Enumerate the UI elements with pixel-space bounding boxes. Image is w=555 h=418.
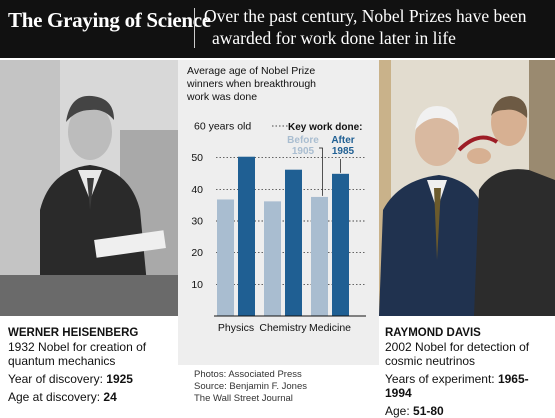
heisenberg-year: Year of discovery: 1925 [8, 372, 178, 386]
bar-medicine-after [332, 173, 349, 316]
bar-physics-before [217, 199, 234, 316]
heisenberg-caption: WERNER HEISENBERG 1932 Nobel for creatio… [8, 326, 178, 404]
source-credit: Source: Benjamin F. Jones [194, 381, 308, 392]
x-tick-label: Physics [218, 322, 254, 334]
heisenberg-photo [0, 60, 178, 316]
y-tick-label: 10 [191, 279, 203, 291]
davis-photo [379, 60, 555, 316]
header-divider [194, 8, 195, 48]
years-value: 1965-1994 [385, 372, 529, 400]
years-label: Years of experiment: [385, 372, 498, 386]
dek: Over the past century, Nobel Prizes have… [204, 5, 549, 49]
legend-leader-before [319, 147, 323, 196]
age-value: 51-80 [413, 404, 444, 418]
bar-physics-after [238, 156, 255, 316]
davis-caption: RAYMOND DAVIS 2002 Nobel for detection o… [385, 326, 555, 418]
age-label: Age at discovery: [8, 390, 104, 404]
y-tick-label: 50 [191, 152, 203, 164]
davis-years: Years of experiment: 1965-1994 [385, 372, 555, 400]
y-tick-label: 30 [191, 216, 203, 228]
bar-chemistry-after [285, 169, 302, 316]
legend-label-before: 1905 [292, 146, 315, 157]
headline: The Graying of Science [8, 8, 211, 32]
heisenberg-name: WERNER HEISENBERG [8, 327, 139, 339]
dek-line-2: awarded for work done later in life [212, 28, 456, 48]
y-tick-label: 40 [191, 184, 203, 196]
chart-panel: Average age of Nobel Prize winners when … [178, 60, 379, 365]
year-label: Year of discovery: [8, 372, 107, 386]
heisenberg-desc-line-2: quantum mechanics [8, 354, 116, 368]
davis-desc-line-2: cosmic neutrinos [385, 354, 476, 368]
age-label: Age: [385, 404, 414, 418]
heisenberg-desc-line-1: 1932 Nobel for creation of [8, 340, 147, 354]
header-banner: The Graying of Science Over the past cen… [0, 0, 555, 58]
publisher-credit: The Wall Street Journal [194, 393, 293, 404]
bar-chemistry-before [264, 201, 281, 316]
year-value: 1925 [106, 372, 133, 386]
legend-title: Key work done: [288, 122, 362, 133]
chart-title-line-2: winners when breakthrough [186, 78, 316, 90]
y-tick-label: 20 [191, 247, 203, 259]
dek-line-1: Over the past century, Nobel Prizes have… [204, 6, 527, 26]
x-tick-label: Medicine [309, 322, 351, 334]
y-tick-label: 60 years old [194, 121, 251, 133]
chart-title-line-1: Average age of Nobel Prize [187, 65, 315, 77]
age-value: 24 [103, 390, 117, 404]
legend-label-before: Before [287, 135, 319, 146]
davis-age: Age: 51-80 [385, 404, 555, 418]
bar-medicine-before [311, 196, 328, 316]
chart: Average age of Nobel Prize winners when … [186, 65, 366, 334]
heisenberg-age: Age at discovery: 24 [8, 390, 178, 404]
davis-desc-line-1: 2002 Nobel for detection of [385, 340, 530, 354]
legend-label-after: After [331, 135, 354, 146]
photo-credit: Photos: Associated Press [194, 369, 302, 380]
credits: Photos: Associated Press Source: Benjami… [194, 369, 307, 405]
davis-name: RAYMOND DAVIS [385, 327, 481, 339]
x-tick-label: Chemistry [259, 322, 307, 334]
chart-title-line-3: work was done [186, 91, 257, 103]
legend-label-after: 1985 [332, 146, 355, 157]
